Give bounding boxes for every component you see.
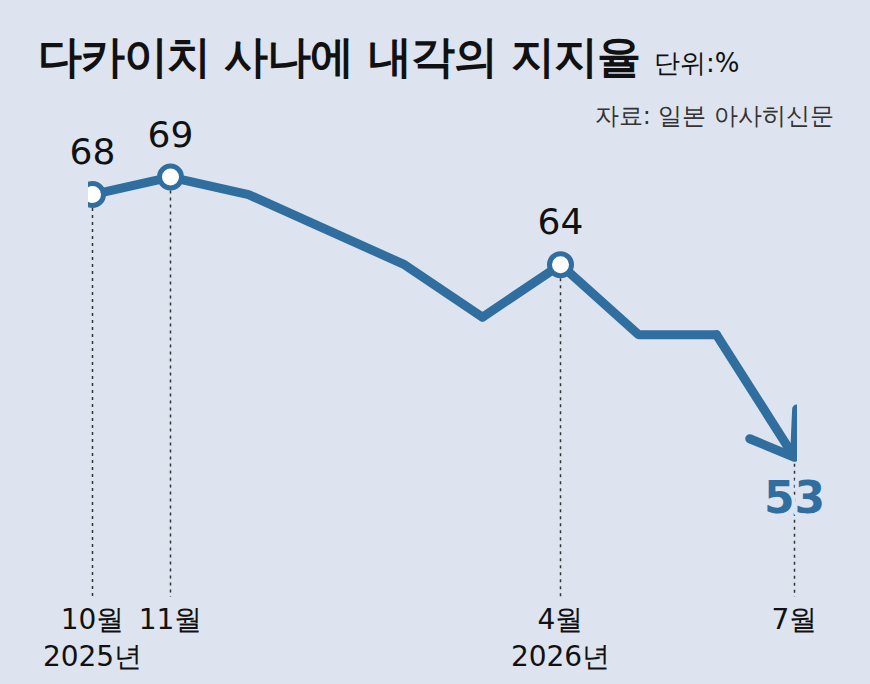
svg-text:53: 53 [764,472,825,523]
svg-text:69: 69 [148,114,194,155]
html-text:다카이치 사나에 내각의 지지율 단위:%: 다카이치 사나에 내각의 지지율 단위:% [38,31,740,82]
svg-text:7월: 7월 [772,603,818,636]
svg-text:68: 68 [70,131,116,172]
svg-text:64: 64 [538,201,584,242]
html-text:자료: 일본 아사히신문: 자료: 일본 아사히신문 [594,102,834,130]
svg-text:11월: 11월 [139,603,203,636]
svg-text:4월2026년: 4월2026년 [511,603,610,672]
svg-text:10월2025년: 10월2025년 [43,603,142,672]
